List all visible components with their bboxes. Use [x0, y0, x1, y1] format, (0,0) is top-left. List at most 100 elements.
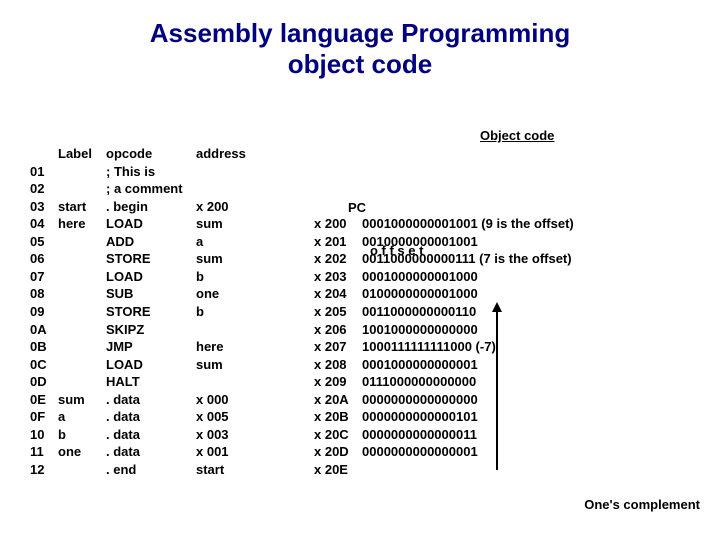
spacer: [286, 180, 314, 198]
memaddr-col: x 206: [314, 321, 362, 339]
offset-vertical: o f f s e t: [370, 242, 423, 260]
spacer: [256, 303, 286, 321]
memaddr-col: x 209: [314, 373, 362, 391]
title-line2: object code: [288, 49, 432, 79]
opcode-col: STORE: [106, 250, 196, 268]
bin-col: [362, 180, 532, 198]
spacer: [286, 338, 314, 356]
line-number: 11: [30, 443, 58, 461]
address-col: x 000: [196, 391, 256, 409]
label-col: [58, 250, 106, 268]
memaddr-col: x 20E: [314, 461, 362, 479]
memaddr-col: x 203: [314, 268, 362, 286]
hdr-label: Label: [58, 145, 106, 163]
hdr-address: address: [196, 145, 256, 163]
label-col: one: [58, 443, 106, 461]
spacer: [256, 443, 286, 461]
spacer: [286, 233, 314, 251]
label-col: [58, 180, 106, 198]
spacer: [286, 250, 314, 268]
line-number: 03: [30, 198, 58, 216]
bin-col: [362, 163, 532, 181]
spacer: [256, 373, 286, 391]
title-line1: Assembly language Programming: [150, 18, 570, 48]
pc-label: PC: [348, 200, 366, 215]
line-number: 12: [30, 461, 58, 479]
spacer: [286, 145, 314, 163]
slide-title: Assembly language Programming object cod…: [0, 0, 720, 80]
spacer: [286, 443, 314, 461]
spacer: [256, 215, 286, 233]
opcode-col: LOAD: [106, 268, 196, 286]
label-col: [58, 303, 106, 321]
address-col: here: [196, 338, 256, 356]
memaddr-col: x 20D: [314, 443, 362, 461]
line-number: 0C: [30, 356, 58, 374]
spacer: [256, 391, 286, 409]
opcode-col: . data: [106, 426, 196, 444]
line-number: 01: [30, 163, 58, 181]
opcode-col: LOAD: [106, 215, 196, 233]
opcode-col: . end: [106, 461, 196, 479]
hdr-bin: [362, 145, 532, 163]
spacer: [286, 215, 314, 233]
opcode-col: JMP: [106, 338, 196, 356]
spacer: [256, 321, 286, 339]
memaddr-col: x 208: [314, 356, 362, 374]
opcode-col: . begin: [106, 198, 196, 216]
spacer: [286, 461, 314, 479]
spacer: [286, 373, 314, 391]
memaddr-col: x 200: [314, 215, 362, 233]
memaddr-col: x 201: [314, 233, 362, 251]
opcode-col: ; a comment: [106, 180, 196, 198]
label-col: [58, 321, 106, 339]
address-col: x 005: [196, 408, 256, 426]
address-col: x 003: [196, 426, 256, 444]
opcode-col: SUB: [106, 285, 196, 303]
label-col: start: [58, 198, 106, 216]
spacer: [256, 198, 286, 216]
line-number: 0B: [30, 338, 58, 356]
spacer: [256, 426, 286, 444]
line-number: 05: [30, 233, 58, 251]
address-col: a: [196, 233, 256, 251]
spacer: [256, 233, 286, 251]
spacer: [256, 268, 286, 286]
spacer: [256, 338, 286, 356]
spacer: [286, 408, 314, 426]
label-col: sum: [58, 391, 106, 409]
address-col: sum: [196, 250, 256, 268]
label-col: [58, 356, 106, 374]
address-col: b: [196, 303, 256, 321]
line-number: 0F: [30, 408, 58, 426]
memaddr-col: [314, 163, 362, 181]
memaddr-col: x 207: [314, 338, 362, 356]
spacer: [256, 180, 286, 198]
address-col: sum: [196, 215, 256, 233]
memaddr-col: x 20A: [314, 391, 362, 409]
line-number: 0D: [30, 373, 58, 391]
line-number: 02: [30, 180, 58, 198]
spacer: [286, 268, 314, 286]
bin-col: [362, 198, 532, 216]
label-col: [58, 233, 106, 251]
spacer: [286, 426, 314, 444]
spacer: [286, 321, 314, 339]
address-col: b: [196, 268, 256, 286]
line-number: 0A: [30, 321, 58, 339]
opcode-col: HALT: [106, 373, 196, 391]
address-col: [196, 180, 256, 198]
address-col: [196, 373, 256, 391]
memaddr-col: [314, 180, 362, 198]
code-listing: Labelopcodeaddress01; This is02; a comme…: [30, 110, 532, 496]
opcode-col: LOAD: [106, 356, 196, 374]
bin-col: 0001000000001001 (9 is the offset): [362, 215, 532, 233]
label-col: [58, 285, 106, 303]
bin-col: 0001000000001000: [362, 268, 532, 286]
hdr-line: [30, 145, 58, 163]
memaddr-col: x 202: [314, 250, 362, 268]
hdr-opcode: opcode: [106, 145, 196, 163]
line-number: 07: [30, 268, 58, 286]
spacer: [256, 250, 286, 268]
hdr-memaddr: [314, 145, 362, 163]
